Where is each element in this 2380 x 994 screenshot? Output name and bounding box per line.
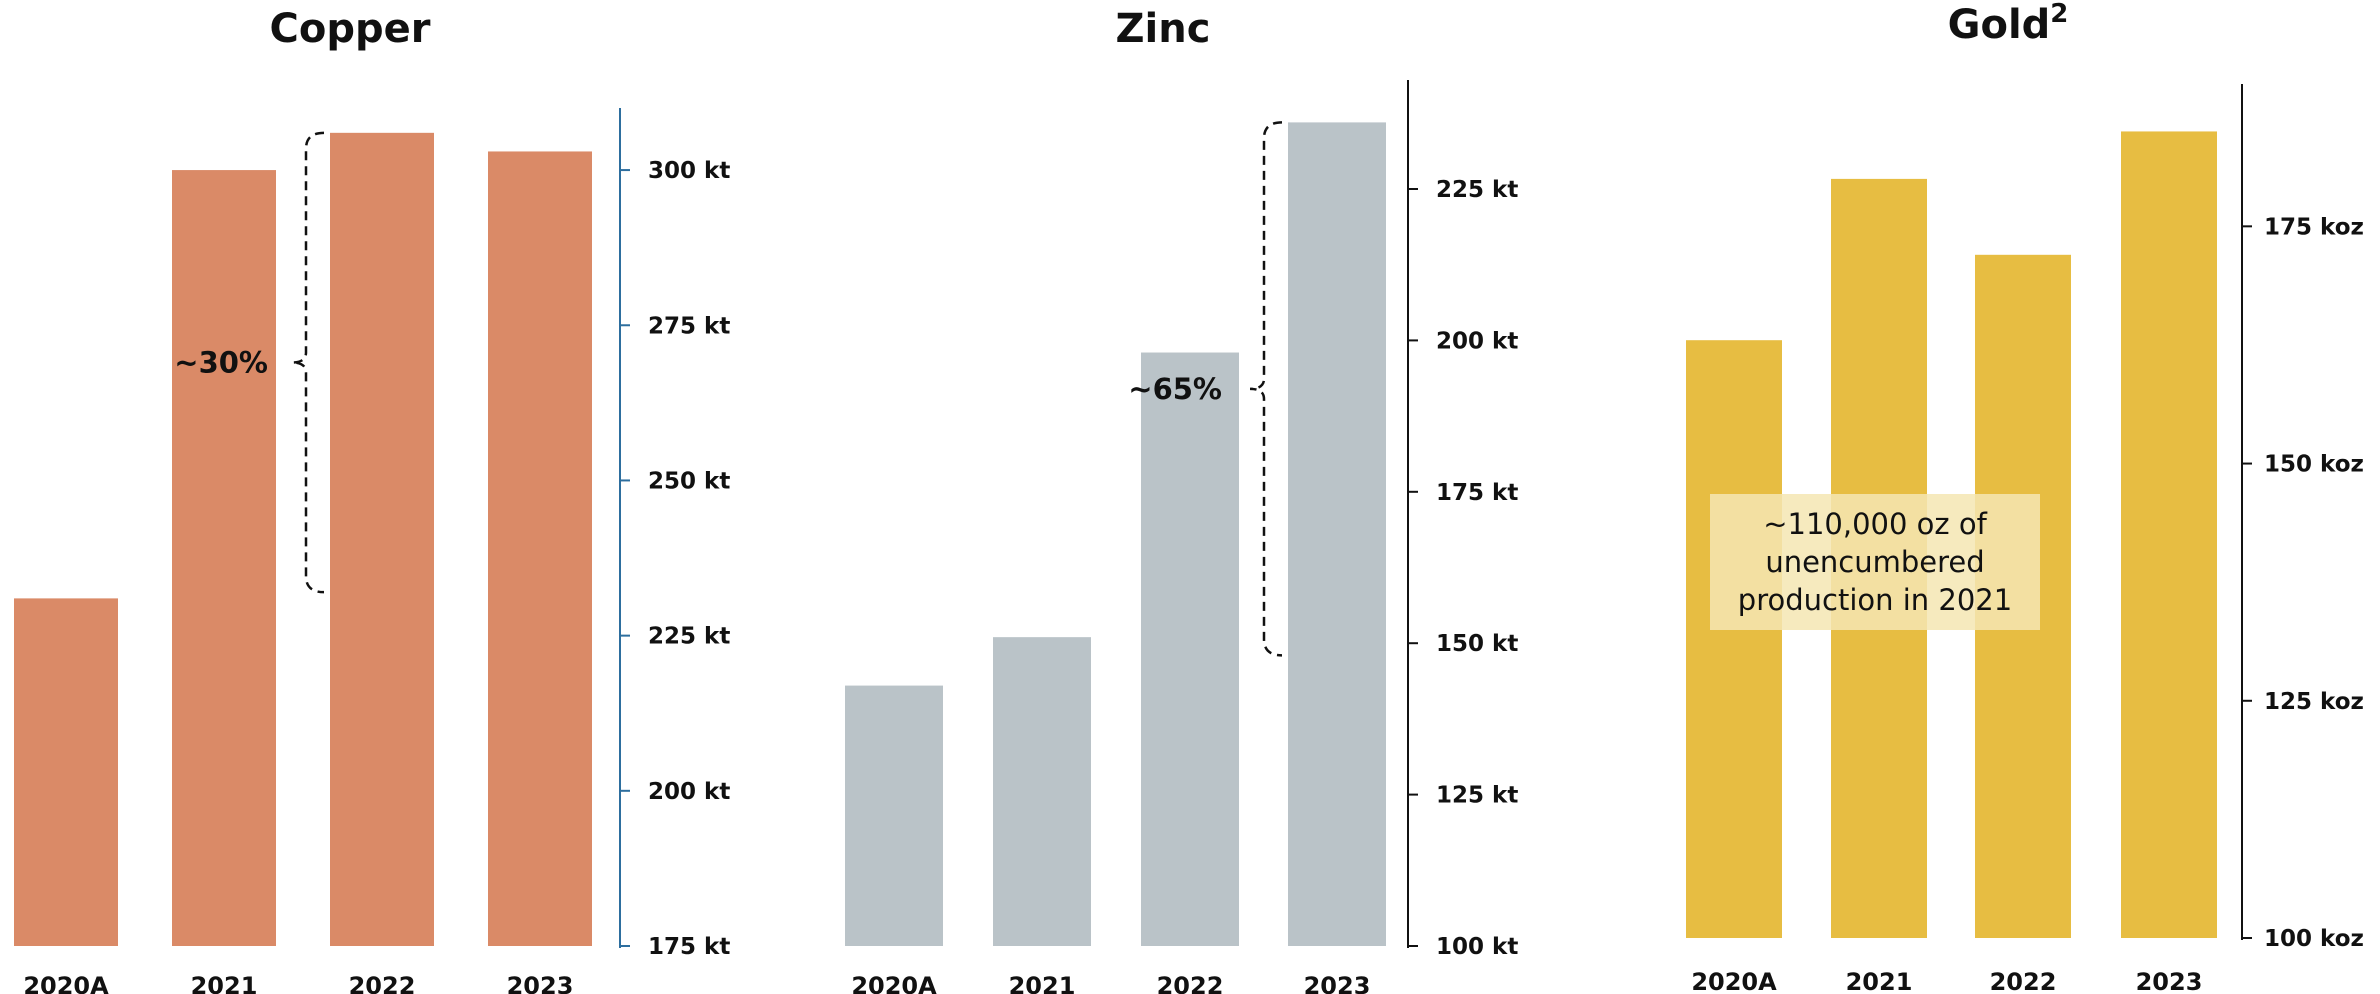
note-line: production in 2021 (1738, 583, 2012, 617)
category-label: 2023 (1304, 972, 1371, 994)
y-tick-label: 125 kt (1436, 783, 1518, 809)
bar-2022 (1141, 352, 1239, 947)
note-line: ~110,000 oz of (1763, 507, 1987, 541)
bar-2023 (488, 151, 592, 947)
y-tick-label: 100 koz (2264, 926, 2364, 952)
bar-2020A (1686, 340, 1782, 938)
y-tick-label: 175 koz (2264, 214, 2364, 240)
chart-title: Copper (270, 6, 431, 52)
bar-2023 (2121, 131, 2217, 938)
y-tick-label: 225 kt (1436, 177, 1518, 203)
category-label: 2023 (2136, 968, 2203, 994)
note-line: unencumbered (1765, 545, 1984, 579)
y-tick-label: 200 kt (648, 779, 730, 805)
y-tick-label: 100 kt (1436, 934, 1518, 960)
y-tick-label: 175 kt (648, 934, 730, 960)
chart-zinc: Zinc 2020A 2021 2022 2023 100 kt 125 kt 150 kt 1… (845, 6, 1518, 994)
growth-label: ~65% (1128, 372, 1222, 406)
bar-2020A (14, 598, 118, 946)
category-label: 2020A (1691, 968, 1777, 994)
bar-2022 (330, 132, 434, 946)
y-tick-label: 125 koz (2264, 689, 2364, 715)
category-label: 2021 (1846, 968, 1913, 994)
y-tick-label: 150 kt (1436, 631, 1518, 657)
chart-gold: Gold2 2020A 2021 2022 2023 100 koz 125 koz 150 … (1686, 0, 2364, 994)
category-label: 2021 (191, 972, 258, 994)
category-label: 2022 (1990, 968, 2057, 994)
y-tick-label: 300 kt (648, 158, 730, 184)
category-label: 2020A (851, 972, 937, 994)
category-label: 2021 (1009, 972, 1076, 994)
y-tick-label: 275 kt (648, 313, 730, 339)
chart-title: Gold2 (1948, 0, 2069, 48)
y-tick-label: 250 kt (648, 468, 730, 494)
category-label: 2022 (1157, 972, 1224, 994)
bar-2021 (993, 637, 1091, 946)
bar-2023 (1288, 122, 1386, 947)
note-box (1710, 494, 2040, 630)
category-label: 2023 (507, 972, 574, 994)
growth-bracket (1249, 121, 1283, 657)
bar-2021 (172, 170, 276, 946)
growth-label: ~30% (174, 346, 268, 380)
y-tick-label: 200 kt (1436, 328, 1518, 354)
y-tick-label: 150 koz (2264, 452, 2364, 478)
chart-title: Zinc (1116, 6, 1211, 52)
bar-2020A (845, 685, 943, 946)
y-tick-label: 175 kt (1436, 480, 1518, 506)
category-label: 2020A (23, 972, 109, 994)
y-tick-label: 225 kt (648, 624, 730, 650)
chart-copper: Copper 2020A 2021 2022 2023 175 kt 200 kt 225 k… (14, 6, 730, 994)
title-superscript: 2 (2050, 0, 2068, 29)
growth-bracket (291, 131, 325, 594)
category-label: 2022 (349, 972, 416, 994)
